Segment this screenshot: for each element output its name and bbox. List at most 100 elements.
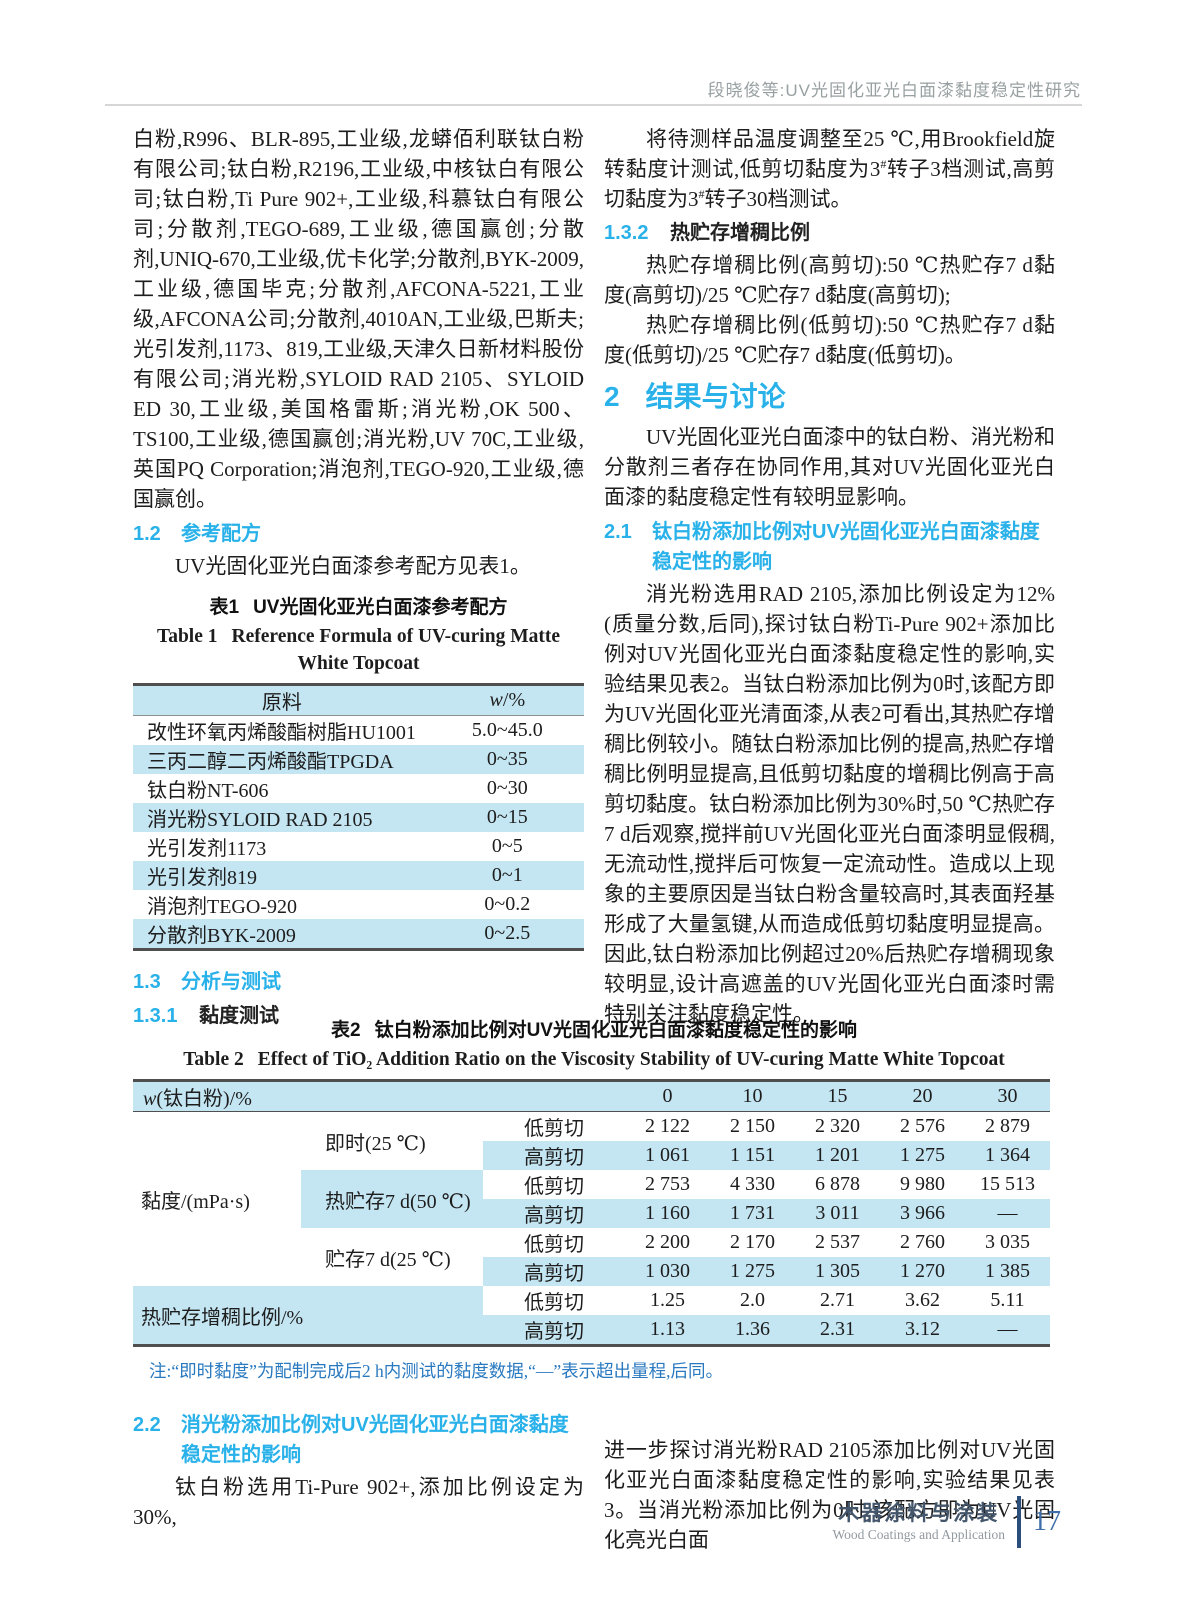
condition-storage: 贮存7 d(25 ℃) — [301, 1228, 483, 1286]
table2-row: 贮存7 d(25 ℃) 低剪切 2 200 2 170 2 537 2 760 … — [133, 1228, 1050, 1286]
table2-header-row: w(钛白粉)/% 0 10 15 20 30 — [133, 1080, 1050, 1112]
value-cell: 15 513 — [965, 1170, 1050, 1199]
ratio-low-paragraph: 热贮存增稠比例(低剪切):50 ℃热贮存7 d黏度(低剪切)/25 ℃贮存7 d… — [604, 313, 1055, 367]
footer-divider-bar — [1017, 1496, 1021, 1548]
materials-paragraph: 白粉,R996、BLR-895,工业级,龙蟒佰利联钛白粉有限公司;钛白粉,R21… — [133, 127, 584, 511]
journal-name-en: Wood Coatings and Application — [832, 1526, 1005, 1542]
material-cell: 光引发剂1173 — [147, 838, 267, 860]
material-cell: 光引发剂819 — [147, 867, 257, 889]
table2-corner-cell: w(钛白粉)/% — [133, 1080, 625, 1112]
text-run: 转子3档测试,高剪切黏度为3 — [604, 157, 1056, 211]
table1-header-w-symbol: w — [489, 689, 503, 711]
text-run: 转子30档测试。 — [704, 187, 852, 211]
value-cell: 1 275 — [880, 1141, 965, 1170]
table1-header-w-unit: /% — [502, 689, 526, 711]
corner-label: (钛白粉)/% — [156, 1088, 252, 1110]
value-cell: 1 731 — [710, 1199, 795, 1228]
table2-caption-en: Table 2 Effect of TiO₂ Addition Ratio on … — [133, 1046, 1055, 1073]
table1-row: 三丙二醇二丙烯酸酯TPGDA 0~35 — [133, 745, 584, 774]
table1-row: 光引发剂1173 0~5 — [133, 832, 584, 861]
value-cell: 2 879 — [965, 1111, 1050, 1141]
table2-row: 高剪切 1 160 1 731 3 011 3 966 — — [133, 1199, 1050, 1228]
w-symbol: w — [143, 1088, 157, 1110]
value-cell: — — [965, 1199, 1050, 1228]
value-cell: 2.0 — [710, 1286, 795, 1315]
table1-row: 改性环氧丙烯酸酯树脂HU1001 5.0~45.0 — [133, 715, 584, 745]
table1-reference-formula: 原料 w/% 改性环氧丙烯酸酯树脂HU1001 5.0~45.0 三丙二醇二丙烯酸… — [133, 683, 584, 951]
value-cell: 9 980 — [880, 1170, 965, 1199]
value-cell: 1 151 — [710, 1141, 795, 1170]
header-rule — [105, 104, 1082, 106]
right-column: 将待测样品温度调整至25 ℃,用Brookfield旋转黏度计测试,低剪切黏度为… — [604, 124, 1056, 1026]
column-header: 15 — [795, 1080, 880, 1112]
column-header: 20 — [880, 1080, 965, 1112]
shear-label: 高剪切 — [483, 1141, 625, 1170]
condition-immediate: 即时(25 ℃) — [301, 1111, 483, 1170]
table2-note: 注:“即时黏度”为配制完成后2 h内测试的黏度数据,“—”表示超出量程,后同。 — [149, 1361, 724, 1381]
table1-caption-en-text: Reference Formula of UV-curing Matte Whi… — [231, 626, 561, 674]
table1-header-material: 原料 — [133, 684, 431, 716]
table1-caption-en: Table 1 Reference Formula of UV-curing Ma… — [133, 623, 584, 677]
upper-columns: 白粉,R996、BLR-895,工业级,龙蟒佰利联钛白粉有限公司;钛白粉,R21… — [133, 124, 1056, 1027]
heading-number: 1.3 — [133, 971, 161, 993]
lower-left-column: 2.2 消光粉添加比例对UV光固化亚光白面漆黏度稳定性的影响 钛白粉选用Ti-P… — [133, 1405, 584, 1555]
heading-2-2: 2.2 消光粉添加比例对UV光固化亚光白面漆黏度稳定性的影响 — [133, 1410, 584, 1470]
value-cell: 0~2.5 — [484, 922, 531, 944]
superscript: # — [880, 157, 887, 171]
material-cell: 钛白粉NT-606 — [147, 780, 269, 802]
table2-row: 高剪切 1.13 1.36 2.31 3.12 — — [133, 1315, 1050, 1346]
page-content: 白粉,R996、BLR-895,工业级,龙蟒佰利联钛白粉有限公司;钛白粉,R21… — [133, 124, 1055, 1555]
shear-label: 低剪切 — [483, 1111, 625, 1141]
shear-label: 低剪切 — [483, 1286, 625, 1315]
results-intro-paragraph: UV光固化亚光白面漆中的钛白粉、消光粉和分散剂三者存在协同作用,其对UV光固化亚… — [604, 425, 1055, 509]
shear-label: 高剪切 — [483, 1257, 625, 1286]
heading-1-3-1: 1.3.1 黏度测试 — [133, 1001, 584, 1031]
journal-name-block: 木器涂料与涂装 Wood Coatings and Application — [832, 1502, 1005, 1543]
lower-columns: 2.2 消光粉添加比例对UV光固化亚光白面漆黏度稳定性的影响 钛白粉选用Ti-P… — [133, 1405, 1055, 1555]
shear-label: 低剪切 — [483, 1170, 625, 1199]
table2-row: 高剪切 1 030 1 275 1 305 1 270 1 385 — [133, 1257, 1050, 1286]
table2-viscosity-stability: w(钛白粉)/% 0 10 15 20 30 黏度/(mPa·s) 即时(25 … — [133, 1079, 1050, 1347]
value-cell: 3.12 — [880, 1315, 965, 1346]
table1-row: 分散剂BYK-2009 0~2.5 — [133, 919, 584, 950]
lower-right-column: 进一步探讨消光粉RAD 2105添加比例对UV光固化亚光白面漆黏度稳定性的影响,… — [604, 1405, 1055, 1555]
heading-text: 黏度测试 — [199, 1005, 279, 1027]
value-cell: 2 753 — [625, 1170, 710, 1199]
superscript: # — [698, 187, 705, 201]
matting-agent-continued-paragraph: 进一步探讨消光粉RAD 2105添加比例对UV光固化亚光白面漆黏度稳定性的影响,… — [604, 1438, 1055, 1552]
left-column: 白粉,R996、BLR-895,工业级,龙蟒佰利联钛白粉有限公司;钛白粉,R21… — [133, 124, 584, 1027]
shear-label: 低剪切 — [483, 1228, 625, 1257]
value-cell: 3 011 — [795, 1199, 880, 1228]
ratio-high-paragraph: 热贮存增稠比例(高剪切):50 ℃热贮存7 d黏度(高剪切)/25 ℃贮存7 d… — [604, 253, 1055, 307]
value-cell: 3.62 — [880, 1286, 965, 1315]
value-cell: 2 200 — [625, 1228, 710, 1257]
material-cell: 消光粉SYLOID RAD 2105 — [147, 809, 373, 831]
table2-caption-en-text: Effect of TiO₂ Addition Ratio on the Vis… — [257, 1049, 1005, 1070]
value-cell: 1 364 — [965, 1141, 1050, 1170]
value-cell: 1 160 — [625, 1199, 710, 1228]
table2-caption-zh: 表2 钛白粉添加比例对UV光固化亚光白面漆黏度稳定性的影响 — [133, 1018, 1055, 1044]
ref-formula-paragraph: UV光固化亚光白面漆参考配方见表1。 — [175, 554, 531, 578]
matting-agent-paragraph: 钛白粉选用Ti-Pure 902+,添加比例设定为30%, — [133, 1475, 584, 1529]
group-label-thickening-ratio: 热贮存增稠比例/% — [133, 1286, 483, 1346]
value-cell: 2 122 — [625, 1111, 710, 1141]
value-cell: 0~35 — [486, 748, 528, 770]
heading-text: 消光粉添加比例对UV光固化亚光白面漆黏度稳定性的影响 — [181, 1414, 569, 1466]
heading-2: 2 结果与讨论 — [604, 380, 1055, 414]
table1-header-row: 原料 w/% — [133, 684, 584, 716]
value-cell: 3 966 — [880, 1199, 965, 1228]
value-cell: 1.13 — [625, 1315, 710, 1346]
column-header: 0 — [625, 1080, 710, 1112]
heading-text: 分析与测试 — [181, 971, 281, 993]
heading-2-1: 2.1 钛白粉添加比例对UV光固化亚光白面漆黏度稳定性的影响 — [604, 517, 1055, 577]
value-cell: 5.11 — [965, 1286, 1050, 1315]
table2-caption-zh-label: 表2 — [331, 1020, 361, 1041]
value-cell: 1 030 — [625, 1257, 710, 1286]
value-cell: 2 170 — [710, 1228, 795, 1257]
condition-hot-storage: 热贮存7 d(50 ℃) — [301, 1170, 483, 1228]
value-cell: 2 760 — [880, 1228, 965, 1257]
value-cell: 6 878 — [795, 1170, 880, 1199]
value-cell: 2 576 — [880, 1111, 965, 1141]
value-cell: 1 305 — [795, 1257, 880, 1286]
value-cell: 1 201 — [795, 1141, 880, 1170]
